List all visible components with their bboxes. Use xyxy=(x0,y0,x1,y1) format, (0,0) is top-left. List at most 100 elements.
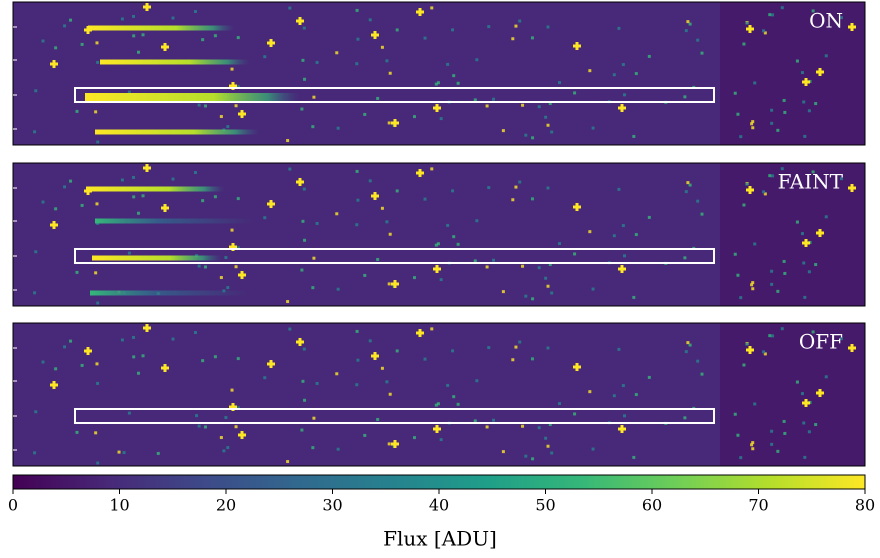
noise-pixel xyxy=(518,19,522,23)
noise-pixel xyxy=(546,25,550,29)
noise-pixel xyxy=(127,251,131,255)
noise-pixel xyxy=(75,430,79,434)
noise-pixel xyxy=(700,372,704,376)
noise-pixel xyxy=(439,278,443,282)
noise-pixel xyxy=(363,433,367,437)
noise-pixel xyxy=(33,451,37,455)
noise-pixel xyxy=(302,26,306,30)
noise-pixel xyxy=(684,29,688,33)
noise-pixel xyxy=(456,402,460,406)
noise-pixel xyxy=(824,375,828,379)
star xyxy=(418,169,422,177)
noise-pixel xyxy=(621,384,625,388)
noise-pixel xyxy=(802,421,806,425)
noise-pixel xyxy=(171,337,175,341)
star xyxy=(298,17,302,25)
star xyxy=(231,82,235,90)
streak xyxy=(92,255,222,261)
noise-pixel xyxy=(141,194,145,198)
noise-pixel xyxy=(395,28,399,32)
noise-pixel xyxy=(632,134,636,138)
noise-pixel xyxy=(795,59,799,63)
noise-pixel xyxy=(312,416,316,420)
noise-pixel xyxy=(355,223,359,227)
colorbar-tick-label: 40 xyxy=(429,496,449,515)
noise-pixel xyxy=(795,220,799,224)
noise-pixel xyxy=(591,287,595,291)
noise-pixel xyxy=(736,273,740,277)
noise-pixel xyxy=(131,335,135,339)
panel-frame xyxy=(12,162,866,307)
noise-pixel xyxy=(213,355,217,359)
noise-pixel xyxy=(501,450,505,454)
noise-pixel xyxy=(531,457,535,461)
noise-pixel xyxy=(814,423,818,427)
noise-pixel xyxy=(557,402,561,406)
noise-pixel xyxy=(546,346,550,350)
star xyxy=(231,403,235,411)
noise-pixel xyxy=(141,33,145,37)
noise-pixel xyxy=(634,72,638,76)
star xyxy=(86,26,90,34)
noise-pixel xyxy=(782,419,786,423)
noise-pixel xyxy=(226,125,230,129)
noise-pixel xyxy=(41,360,45,364)
aperture-box xyxy=(74,87,715,103)
noise-pixel xyxy=(632,455,636,459)
noise-pixel xyxy=(434,243,438,247)
noise-pixel xyxy=(770,442,774,446)
noise-pixel xyxy=(452,74,456,78)
star xyxy=(748,186,752,194)
noise-pixel xyxy=(686,181,690,185)
noise-pixel xyxy=(780,6,784,10)
noise-pixel xyxy=(446,383,450,387)
noise-pixel xyxy=(356,358,360,362)
noise-pixel xyxy=(514,24,518,28)
noise-pixel xyxy=(475,58,479,62)
noise-pixel xyxy=(753,81,757,85)
noise-pixel xyxy=(234,425,238,429)
noise-pixel xyxy=(762,350,766,354)
noise-pixel xyxy=(492,258,496,262)
noise-pixel xyxy=(355,62,359,66)
noise-pixel xyxy=(808,240,812,244)
noise-pixel xyxy=(94,271,98,275)
noise-pixel xyxy=(745,342,749,346)
noise-pixel xyxy=(803,295,807,299)
noise-pixel xyxy=(770,108,774,112)
noise-pixel xyxy=(745,182,749,186)
noise-pixel xyxy=(356,198,360,202)
noise-pixel xyxy=(524,294,528,298)
noise-pixel xyxy=(226,446,230,450)
noise-pixel xyxy=(782,98,786,102)
noise-pixel xyxy=(171,177,175,181)
noise-pixel xyxy=(780,167,784,171)
noise-pixel xyxy=(824,215,828,219)
streak xyxy=(90,290,250,296)
streak xyxy=(85,93,300,101)
noise-pixel xyxy=(203,425,207,429)
noise-pixel xyxy=(751,120,755,124)
noise-pixel xyxy=(763,192,767,196)
noise-pixel xyxy=(770,282,774,286)
star xyxy=(435,104,439,112)
noise-pixel xyxy=(473,419,477,423)
noise-pixel xyxy=(301,219,305,223)
noise-pixel xyxy=(557,242,561,246)
noise-pixel xyxy=(811,9,815,13)
noise-pixel xyxy=(612,394,616,398)
noise-pixel xyxy=(546,123,550,127)
noise-pixel xyxy=(617,347,621,351)
noise-pixel xyxy=(213,195,217,199)
noise-pixel xyxy=(612,73,616,77)
noise-pixel xyxy=(201,359,205,363)
noise-pixel xyxy=(300,268,304,272)
noise-pixel xyxy=(501,129,505,133)
noise-pixel xyxy=(550,130,554,134)
noise-pixel xyxy=(96,381,100,385)
noise-pixel xyxy=(591,126,595,130)
colorbar-label: Flux [ADU] xyxy=(383,527,497,551)
noise-pixel xyxy=(742,363,746,367)
noise-pixel xyxy=(136,211,140,215)
